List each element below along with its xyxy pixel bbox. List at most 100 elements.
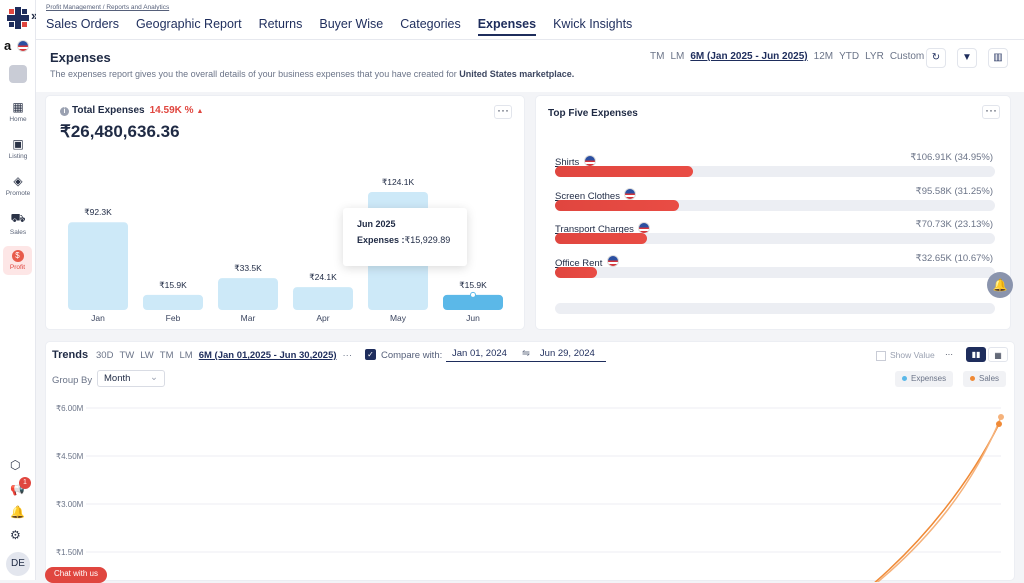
top-navigation: Profit Management / Reports and Analytic… bbox=[36, 0, 1024, 40]
trend-period-tw[interactable]: TW bbox=[119, 350, 135, 361]
show-value-toggle[interactable]: Show Value bbox=[876, 350, 935, 361]
expense-value: ₹106.91K (34.95%) bbox=[910, 152, 993, 163]
trend-period-6m[interactable]: 6M (Jan 01,2025 - Jun 30,2025) bbox=[198, 350, 337, 361]
box-icon[interactable]: ⬡ bbox=[10, 458, 21, 472]
period-ytd[interactable]: YTD bbox=[839, 51, 860, 62]
tab-sales-orders[interactable]: Sales Orders bbox=[46, 17, 119, 31]
listing-icon: ▣ bbox=[12, 137, 24, 151]
sidebar-item-profit[interactable]: $ Profit bbox=[3, 246, 32, 275]
y-tick-label: ₹4.50M bbox=[56, 452, 84, 461]
tab-geographic-report[interactable]: Geographic Report bbox=[135, 17, 242, 31]
cart-icon: ⛟ bbox=[10, 211, 26, 225]
bar-feb[interactable] bbox=[143, 294, 203, 310]
sidebar-item-promote[interactable]: ◈ Promote bbox=[0, 174, 36, 197]
tab-buyer-wise[interactable]: Buyer Wise bbox=[319, 17, 384, 31]
bar-jan[interactable] bbox=[68, 222, 128, 310]
sidebar-item-home[interactable]: ▦ Home bbox=[0, 100, 36, 123]
info-icon[interactable]: i bbox=[60, 107, 69, 116]
period-lm[interactable]: LM bbox=[670, 51, 685, 62]
trends-card: Trends 30D TW LW TM LM 6M (Jan 01,2025 -… bbox=[45, 341, 1015, 582]
dollar-icon: $ bbox=[11, 250, 24, 262]
expense-name[interactable]: Screen Clothes bbox=[555, 190, 620, 202]
x-tick-label: Jan bbox=[91, 313, 105, 323]
period-12m[interactable]: 12M bbox=[813, 51, 834, 62]
bar-apr[interactable] bbox=[293, 287, 353, 310]
total-amount: ₹26,480,636.36 bbox=[60, 122, 180, 141]
arrow-up-icon: ▲ bbox=[196, 108, 204, 115]
compare-date-range[interactable]: Jan 01, 2024 ⇋ Jun 29, 2024 bbox=[446, 346, 606, 362]
user-avatar[interactable]: DE bbox=[6, 552, 30, 576]
chat-button[interactable]: Chat with us bbox=[45, 567, 107, 583]
period-custom[interactable]: Custom bbox=[889, 51, 925, 62]
refresh-icon[interactable]: ↻ bbox=[926, 48, 946, 68]
expense-row[interactable]: Transport Charges ₹70.73K (23.13%) bbox=[555, 219, 995, 244]
sidebar-item-listing[interactable]: ▣ Listing bbox=[0, 137, 36, 160]
notification-bell-icon[interactable]: 🔔 bbox=[987, 272, 1013, 298]
sidebar-item-sales[interactable]: ⛟ Sales bbox=[0, 211, 36, 236]
expense-row[interactable]: Shirts ₹106.91K (34.95%) bbox=[555, 152, 995, 177]
trends-title: Trends bbox=[52, 349, 89, 361]
expense-name[interactable]: Transport Charges bbox=[555, 224, 634, 235]
expense-progress-fill bbox=[555, 233, 647, 244]
total-expenses-title: Total Expenses bbox=[72, 105, 145, 116]
trend-period-tm[interactable]: TM bbox=[159, 350, 174, 361]
compare-to-date[interactable]: Jun 29, 2024 bbox=[539, 348, 595, 359]
app-logo-icon[interactable] bbox=[7, 7, 29, 29]
expense-name[interactable]: Shirts bbox=[555, 157, 580, 168]
expense-value: ₹32.65K (10.67%) bbox=[915, 252, 993, 264]
more-options-icon[interactable]: ··· bbox=[982, 104, 1000, 119]
gear-icon[interactable]: ⚙ bbox=[10, 528, 21, 542]
bar-value-label: ₹15.9K bbox=[159, 280, 187, 290]
compare-from-date[interactable]: Jan 01, 2024 bbox=[452, 348, 507, 359]
grid-icon: ▦ bbox=[12, 100, 24, 114]
profile-avatar[interactable] bbox=[9, 65, 27, 83]
change-percent: 14.59K % bbox=[149, 105, 194, 116]
trend-period-lw[interactable]: LW bbox=[140, 350, 154, 361]
tab-kwick-insights[interactable]: Kwick Insights bbox=[553, 17, 633, 31]
trends-line-chart: ₹1.50M ₹3.00M ₹4.50M ₹6.00M bbox=[56, 404, 1004, 582]
tab-returns[interactable]: Returns bbox=[258, 17, 303, 31]
bar-jun[interactable] bbox=[443, 294, 503, 310]
compare-label: Compare with: bbox=[381, 350, 443, 361]
y-tick-label: ₹1.50M bbox=[56, 548, 84, 557]
amazon-logo-icon[interactable]: a bbox=[4, 38, 12, 53]
sidebar-item-label: Profit bbox=[9, 264, 26, 271]
expense-progress-track bbox=[555, 266, 995, 278]
more-periods-icon[interactable]: ··· bbox=[342, 350, 353, 361]
compare-checkbox[interactable]: ✓ bbox=[365, 349, 376, 360]
trend-period-30d[interactable]: 30D bbox=[96, 350, 114, 361]
period-tm[interactable]: TM bbox=[650, 51, 665, 62]
legend-sales[interactable]: Sales bbox=[963, 371, 1007, 387]
table-view-icon[interactable]: ▦ bbox=[988, 347, 1008, 362]
expense-row[interactable]: Screen Clothes ₹95.58K (31.25%) bbox=[555, 186, 995, 211]
group-by-label: Group By bbox=[52, 375, 93, 386]
more-options-icon[interactable]: ··· bbox=[945, 350, 953, 359]
swap-icon: ⇋ bbox=[521, 348, 530, 359]
trend-period-lm[interactable]: LM bbox=[179, 350, 193, 361]
chart-view-icon[interactable]: ▮▮ bbox=[966, 347, 986, 362]
us-flag-icon bbox=[638, 221, 651, 234]
tooltip-label: Expenses : bbox=[357, 235, 405, 245]
period-6m[interactable]: 6M (Jan 2025 - Jun 2025) bbox=[690, 51, 808, 62]
expense-name[interactable]: Office Rent bbox=[555, 257, 603, 269]
tooltip-value: ₹15,929.89 bbox=[404, 235, 451, 245]
tab-expenses[interactable]: Expenses bbox=[477, 17, 537, 36]
expand-sidebar-icon[interactable]: » bbox=[31, 8, 39, 23]
period-lyr[interactable]: LYR bbox=[865, 51, 884, 62]
columns-icon[interactable]: ▥ bbox=[988, 48, 1008, 68]
legend-expenses[interactable]: Expenses bbox=[895, 371, 954, 387]
bar-mar[interactable] bbox=[218, 278, 278, 310]
tab-categories[interactable]: Categories bbox=[400, 17, 461, 31]
bell-icon[interactable]: 🔔 bbox=[10, 505, 25, 519]
show-value-checkbox[interactable] bbox=[876, 350, 886, 361]
expense-row[interactable]: Office Rent ₹32.65K (10.67%) bbox=[555, 252, 995, 278]
group-by-select[interactable]: Month ⌄ bbox=[97, 370, 165, 387]
expense-progress-track bbox=[555, 166, 995, 177]
x-tick-label: Jun bbox=[466, 313, 480, 323]
us-flag-icon bbox=[624, 188, 637, 201]
bar-value-label: ₹15.9K bbox=[459, 280, 487, 290]
page-description: The expenses report gives you the overal… bbox=[50, 69, 574, 79]
filter-icon[interactable]: ▼ bbox=[957, 48, 977, 68]
breadcrumb[interactable]: Profit Management / Reports and Analytic… bbox=[46, 4, 170, 11]
more-options-icon[interactable]: ··· bbox=[494, 104, 512, 119]
